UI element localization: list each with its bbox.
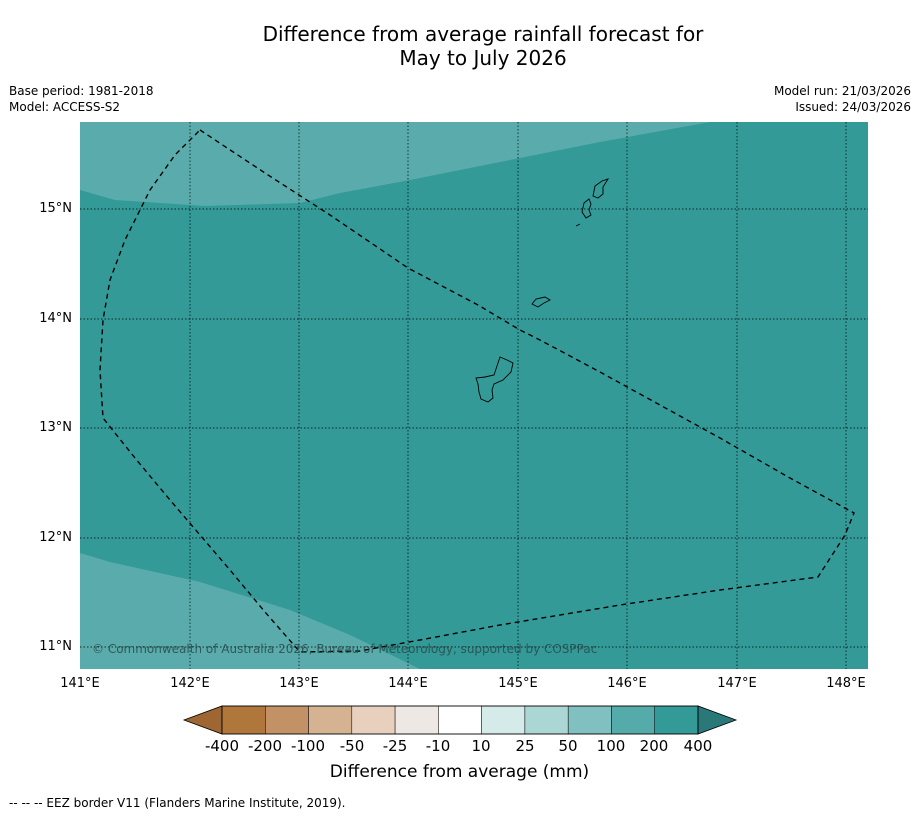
lon-label-141e: 141°E — [60, 676, 100, 691]
anomaly-band-north — [80, 122, 710, 206]
colorbar-label: Difference from average (mm) — [329, 762, 590, 782]
cb-tick-9: 100 — [596, 737, 626, 755]
eez-legend: -- -- -- EEZ border V11 (Flanders Marine… — [9, 796, 346, 810]
meta-right: Model run: 21/03/2026 Issued: 24/03/2026 — [774, 83, 911, 115]
lon-label-148e: 148°E — [826, 676, 866, 691]
cb-tick-1: -200 — [247, 737, 283, 755]
graticule — [80, 122, 868, 669]
cb-tick-5: -10 — [425, 737, 451, 755]
lat-label-11n: 11°N — [39, 639, 72, 654]
meta-left: Base period: 1981-2018 Model: ACCESS-S2 — [9, 83, 154, 115]
lat-label-15n: 15°N — [39, 201, 72, 216]
cb-tick-6: 10 — [471, 737, 491, 755]
cb-tick-7: 25 — [515, 737, 535, 755]
island-guam — [475, 356, 514, 403]
base-period: Base period: 1981-2018 — [9, 84, 154, 98]
chart-title: Difference from average rainfall forecas… — [0, 22, 919, 70]
cb-tick-4: -25 — [382, 737, 408, 755]
island-tinian — [581, 198, 592, 219]
lon-label-146e: 146°E — [607, 676, 647, 691]
eez-border — [99, 129, 855, 653]
cb-tick-3: -50 — [339, 737, 365, 755]
title-line-2: May to July 2026 — [399, 46, 567, 70]
cb-tick-11: 400 — [683, 737, 713, 755]
lon-label-142e: 142°E — [170, 676, 210, 691]
lat-label-14n: 14°N — [39, 311, 72, 326]
islands — [475, 178, 610, 403]
cb-tick-0: -400 — [204, 737, 240, 755]
island-saipan — [592, 178, 610, 199]
cb-tick-2: -100 — [290, 737, 326, 755]
lon-label-145e: 145°E — [498, 676, 538, 691]
cb-tick-8: 50 — [558, 737, 578, 755]
lat-label-13n: 13°N — [39, 420, 72, 435]
issued-date: Issued: 24/03/2026 — [795, 100, 911, 114]
lon-label-144e: 144°E — [388, 676, 428, 691]
anomaly-band-south — [80, 553, 420, 669]
model-run: Model run: 21/03/2026 — [773, 84, 911, 98]
lon-label-143e: 143°E — [279, 676, 319, 691]
island-rota — [531, 296, 551, 308]
copyright-notice: © Commonwealth of Australia 2026, Bureau… — [92, 642, 597, 656]
model-name: Model: ACCESS-S2 — [9, 100, 121, 114]
cb-tick-10: 200 — [639, 737, 669, 755]
title-line-1: Difference from average rainfall forecas… — [262, 22, 704, 46]
lat-label-12n: 12°N — [39, 530, 72, 545]
island-aguijan — [575, 223, 581, 227]
lon-label-147e: 147°E — [717, 676, 757, 691]
